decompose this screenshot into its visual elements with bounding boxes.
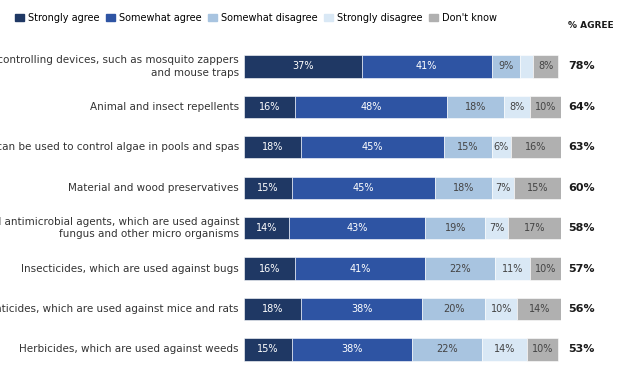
Text: 14%: 14%	[256, 223, 278, 233]
Bar	[526, 338, 558, 360]
Text: 57%: 57%	[568, 264, 594, 273]
Text: 11%: 11%	[501, 264, 523, 273]
Bar	[486, 298, 517, 320]
Bar	[425, 258, 495, 280]
Text: 14%: 14%	[528, 304, 550, 314]
Bar	[295, 96, 447, 118]
Text: 18%: 18%	[465, 102, 487, 112]
Text: 19%: 19%	[445, 223, 466, 233]
Text: 63%: 63%	[568, 142, 595, 152]
Bar	[495, 258, 530, 280]
Text: 22%: 22%	[436, 345, 458, 354]
Bar	[301, 136, 444, 158]
Bar	[422, 298, 486, 320]
Bar	[362, 55, 492, 77]
Text: % AGREE: % AGREE	[568, 21, 613, 30]
Text: 56%: 56%	[568, 304, 595, 314]
Text: 15%: 15%	[527, 183, 549, 192]
Text: 17%: 17%	[524, 223, 545, 233]
Text: Algicides, which can be used to control algae in pools and spas: Algicides, which can be used to control …	[0, 142, 239, 152]
Text: 45%: 45%	[353, 183, 374, 192]
Text: 10%: 10%	[491, 304, 512, 314]
Text: 15%: 15%	[257, 345, 279, 354]
Text: Fungicides and antimicrobial agents, which are used against
fungus and other mic: Fungicides and antimicrobial agents, whi…	[0, 217, 239, 239]
Bar	[482, 338, 526, 360]
Bar	[292, 177, 434, 199]
Bar	[492, 136, 510, 158]
Text: Insect- and rodent-controlling devices, such as mosquito zappers
and mouse traps: Insect- and rodent-controlling devices, …	[0, 55, 239, 78]
Bar	[492, 55, 520, 77]
Text: Material and wood preservatives: Material and wood preservatives	[68, 183, 239, 192]
Text: 58%: 58%	[568, 223, 594, 233]
Text: 20%: 20%	[443, 304, 464, 314]
Bar	[244, 55, 362, 77]
Bar	[244, 177, 292, 199]
Bar	[505, 96, 530, 118]
Text: 60%: 60%	[568, 183, 595, 192]
Bar	[520, 55, 533, 77]
Text: 7%: 7%	[495, 183, 510, 192]
Text: 10%: 10%	[535, 102, 556, 112]
Bar	[447, 96, 505, 118]
Text: 16%: 16%	[259, 102, 281, 112]
Text: 78%: 78%	[568, 62, 595, 71]
Text: 43%: 43%	[346, 223, 367, 233]
Text: 45%: 45%	[362, 142, 383, 152]
Bar	[244, 96, 295, 118]
Text: 10%: 10%	[531, 345, 553, 354]
Text: 16%: 16%	[259, 264, 281, 273]
Bar	[301, 298, 422, 320]
Text: 15%: 15%	[457, 142, 478, 152]
Text: 48%: 48%	[360, 102, 382, 112]
Text: 16%: 16%	[525, 142, 547, 152]
Bar	[292, 338, 412, 360]
Bar	[425, 217, 486, 239]
Bar	[244, 217, 289, 239]
Bar	[492, 177, 514, 199]
Text: 37%: 37%	[292, 62, 314, 71]
Bar	[434, 177, 492, 199]
Text: 64%: 64%	[568, 102, 595, 112]
Bar	[514, 177, 561, 199]
Text: 15%: 15%	[257, 183, 279, 192]
Text: 6%: 6%	[494, 142, 509, 152]
Text: 41%: 41%	[350, 264, 371, 273]
Text: 22%: 22%	[449, 264, 471, 273]
Text: Herbicides, which are used against weeds: Herbicides, which are used against weeds	[19, 345, 239, 354]
Text: 18%: 18%	[452, 183, 474, 192]
Legend: Strongly agree, Somewhat agree, Somewhat disagree, Strongly disagree, Don't know: Strongly agree, Somewhat agree, Somewhat…	[11, 9, 501, 27]
Text: 8%: 8%	[538, 62, 553, 71]
Bar	[508, 217, 561, 239]
Text: 53%: 53%	[568, 345, 594, 354]
Text: Insecticides, which are used against bugs: Insecticides, which are used against bug…	[21, 264, 239, 273]
Text: 41%: 41%	[416, 62, 438, 71]
Bar	[530, 258, 561, 280]
Text: 9%: 9%	[498, 62, 514, 71]
Bar	[533, 55, 558, 77]
Text: Rodenticides, which are used against mice and rats: Rodenticides, which are used against mic…	[0, 304, 239, 314]
Bar	[295, 258, 425, 280]
Bar	[444, 136, 492, 158]
Bar	[244, 298, 301, 320]
Bar	[530, 96, 561, 118]
Bar	[244, 258, 295, 280]
Bar	[486, 217, 508, 239]
Text: 14%: 14%	[494, 345, 515, 354]
Text: 7%: 7%	[489, 223, 504, 233]
Bar	[244, 338, 292, 360]
Text: 38%: 38%	[351, 304, 373, 314]
Bar	[412, 338, 482, 360]
Bar	[517, 298, 561, 320]
Bar	[289, 217, 425, 239]
Bar	[244, 136, 301, 158]
Text: 8%: 8%	[509, 102, 524, 112]
Bar	[510, 136, 561, 158]
Text: 18%: 18%	[262, 304, 284, 314]
Text: 10%: 10%	[535, 264, 556, 273]
Text: 18%: 18%	[262, 142, 284, 152]
Text: 38%: 38%	[341, 345, 363, 354]
Text: Animal and insect repellents: Animal and insect repellents	[90, 102, 239, 112]
